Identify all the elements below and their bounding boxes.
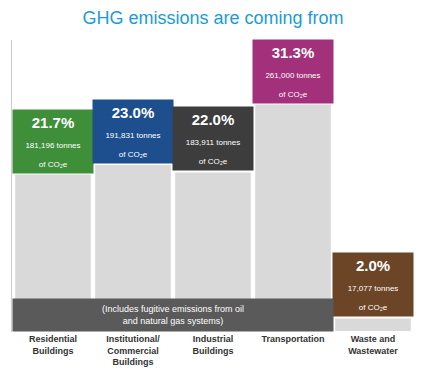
svg-text:Transportation: Transportation (261, 334, 324, 344)
svg-text:(Includes fugitive emissions f: (Includes fugitive emissions from oiland… (102, 304, 244, 326)
svg-text:22.0%183,911 tonnesof CO₂e: 22.0%183,911 tonnesof CO₂e (186, 111, 241, 166)
svg-text:IndustrialBuildings: IndustrialBuildings (193, 334, 234, 356)
svg-text:21.7%181,196 tonnesof CO₂e: 21.7%181,196 tonnesof CO₂e (25, 114, 80, 169)
svg-text:ResidentialBuildings: ResidentialBuildings (29, 334, 77, 356)
svg-text:GHG emissions are coming from: GHG emissions are coming from (82, 8, 343, 28)
svg-text:Waste andWastewater: Waste andWastewater (348, 334, 398, 356)
svg-text:31.3%261,000 tonnesof CO₂e: 31.3%261,000 tonnesof CO₂e (265, 44, 320, 99)
svg-text:Institutional/CommercialBuildi: Institutional/CommercialBuildings (106, 334, 160, 367)
svg-text:2.0%17,077 tonnesof CO₂e: 2.0%17,077 tonnesof CO₂e (348, 257, 399, 312)
svg-text:23.0%191,831 tonnesof CO₂e: 23.0%191,831 tonnesof CO₂e (105, 104, 160, 159)
